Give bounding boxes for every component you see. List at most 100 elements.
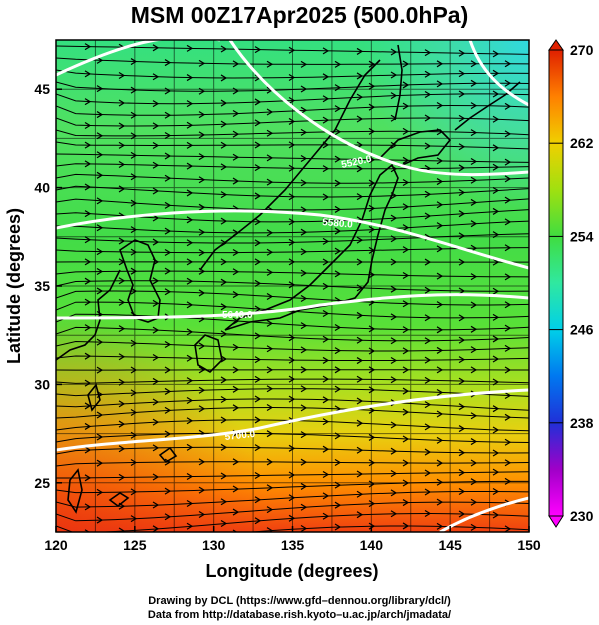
streamline-arrow [118, 277, 126, 285]
streamline-arrow [118, 353, 126, 361]
streamline-arrow [288, 46, 296, 54]
streamline-arrow [470, 325, 478, 333]
streamline-arrow [96, 171, 104, 179]
streamline-arrow [266, 430, 274, 438]
streamline-arrow [288, 73, 296, 82]
streamline-arrow [130, 287, 138, 295]
streamline-arrow [254, 356, 262, 364]
streamline-arrow [96, 516, 104, 524]
streamline-arrow [424, 488, 432, 496]
streamline-arrow [356, 375, 364, 383]
streamline-arrow [186, 377, 194, 385]
streamline-arrow [458, 287, 466, 295]
streamline-arrow [390, 235, 398, 243]
streamline-arrow [402, 408, 410, 416]
streamline-arrow [266, 506, 274, 514]
streamline-arrow [356, 93, 364, 101]
streamline [56, 446, 529, 455]
streamline-arrow [390, 337, 398, 345]
streamline-arrow [356, 115, 364, 123]
streamline-arrow [424, 510, 432, 518]
streamline-arrow [424, 286, 432, 294]
streamline-arrow [84, 258, 92, 266]
streamline-arrow [492, 144, 500, 152]
streamline-arrow [220, 191, 228, 199]
streamline-arrow [186, 239, 194, 247]
streamline-arrow [458, 143, 466, 151]
streamline-arrow [470, 198, 478, 206]
streamline-arrow [492, 313, 500, 321]
streamline-arrow [254, 218, 262, 226]
streamline-arrow [458, 314, 466, 322]
streamline-arrow [164, 366, 172, 374]
streamline-arrow [470, 102, 478, 110]
streamline-arrow [164, 406, 172, 414]
streamline-arrow [130, 408, 138, 416]
streamline [56, 185, 529, 198]
streamline-arrow [300, 458, 308, 466]
y-tick-label: 45 [34, 81, 50, 97]
streamline-arrow [164, 87, 172, 95]
streamline-arrow [186, 472, 194, 481]
streamline-arrow [164, 487, 172, 495]
streamline-arrow [288, 164, 296, 172]
streamline-arrow [186, 328, 194, 336]
streamline-arrow [186, 44, 194, 52]
streamline-arrow [198, 176, 206, 184]
streamline-arrow [118, 445, 126, 453]
streamline-arrow [266, 108, 274, 116]
streamline-arrow [402, 300, 410, 308]
streamline-arrow [198, 386, 206, 394]
streamline-arrow [130, 173, 138, 181]
streamline-arrow [322, 335, 330, 343]
streamline-arrow [402, 387, 410, 395]
streamline-arrow [322, 116, 330, 124]
height-contours [56, 40, 529, 532]
streamline-arrow [220, 45, 228, 53]
streamline-arrow [470, 273, 478, 281]
streamline-arrow [368, 60, 376, 68]
streamline-arrow [458, 449, 466, 457]
streamline-arrow [198, 342, 206, 350]
streamline-arrow [334, 179, 342, 187]
streamline-arrow [492, 335, 500, 343]
streamline-arrow [368, 103, 376, 111]
streamline-arrow [84, 402, 92, 410]
streamline-arrow [288, 444, 296, 452]
streamline-arrow [470, 438, 478, 446]
streamline-arrow [492, 426, 500, 434]
streamline-arrow [492, 115, 500, 123]
streamline-arrow [424, 356, 432, 364]
streamline-arrow [96, 267, 104, 276]
streamline-arrow [152, 238, 160, 246]
streamline-arrow [130, 86, 138, 94]
streamline-arrow [436, 436, 444, 444]
streamline-arrow [118, 141, 126, 149]
streamline-arrow [402, 102, 410, 110]
streamline-arrow [334, 481, 342, 489]
streamline-arrow [504, 525, 512, 532]
colorbar-tick-label: 262 [570, 135, 594, 151]
streamline-arrow [152, 418, 160, 426]
streamline-arrow [424, 258, 432, 266]
streamline [56, 270, 529, 278]
streamline-arrow [232, 109, 240, 117]
streamline-arrow [186, 301, 194, 309]
colorbar-tick-label: 254 [570, 228, 594, 244]
streamline-arrow [152, 353, 160, 362]
streamline-arrow [356, 47, 364, 55]
streamline-arrow [130, 226, 138, 234]
streamline-arrow [492, 69, 500, 77]
streamline-arrow [492, 186, 500, 194]
streamline-arrow [266, 527, 274, 532]
streamline [56, 233, 529, 244]
streamline-arrow [436, 80, 444, 88]
streamline-arrow [322, 471, 330, 479]
streamline-arrow [130, 267, 138, 275]
streamline-arrow [402, 435, 410, 443]
streamline [56, 117, 529, 127]
streamline-arrow [130, 58, 138, 66]
streamline-arrow [436, 301, 444, 309]
streamline-arrow [130, 366, 138, 374]
streamline [56, 173, 529, 184]
